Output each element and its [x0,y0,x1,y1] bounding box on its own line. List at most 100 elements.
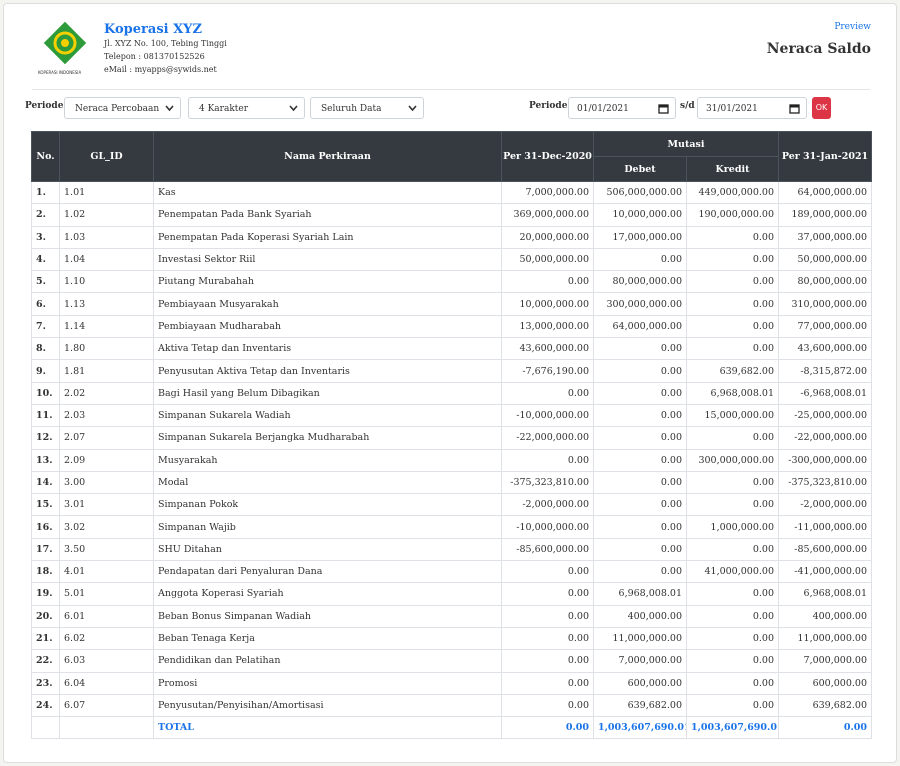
account-name: Simpanan Sukarela Wadiah [153,403,502,428]
row-no: 12. [31,426,60,450]
date-to-input[interactable]: 31/01/2021 [697,97,807,119]
credit: 0.00 [686,604,779,628]
credit: 300,000,000.00 [686,448,779,472]
total-label: TOTAL [153,716,502,740]
credit: 0.00 [686,270,779,294]
account-name: Penyusutan/Penyisihan/Amortisasi [153,693,502,718]
row-no: 5. [31,270,60,294]
gl-id: 6.01 [59,604,154,628]
table-row: 15. 3.01 Simpanan Pokok -2,000,000.00 0.00 0.… [31,493,872,517]
org-address: Jl. XYZ No. 100, Tebing Tinggi [104,39,227,48]
credit: 0.00 [686,537,779,562]
table-row: 13. 2.09 Musyarakah 0.00 0.00 300,000,000.00-… [31,448,872,472]
account-name: Simpanan Sukarela Berjangka Mudharabah [153,426,502,450]
gl-id: 1.80 [59,337,154,361]
opening-balance: 7,000,000.00 [501,180,594,205]
debit: 0.00 [593,470,687,495]
row-no: 17. [31,537,60,562]
row-no: 18. [31,560,60,584]
debit: 600,000.00 [593,671,687,695]
org-email: eMail : myapps@sywids.net [104,65,217,74]
table-row: 17. 3.50 SHU Ditahan -85,600,000.00 0.00 0.00… [31,537,872,562]
table-row: 10. 2.02 Bagi Hasil yang Belum Dibagikan 0.… [31,381,872,405]
row-no: 15. [31,493,60,517]
debit: 400,000.00 [593,604,687,628]
row-no: 24. [31,693,60,718]
col-name: Nama Perkiraan [153,131,502,182]
closing-balance: 639,682.00 [778,693,872,718]
gl-id: 1.81 [59,359,154,383]
scope-select[interactable]: Seluruh Data [310,97,424,119]
closing-balance: 50,000,000.00 [778,247,872,272]
account-name: SHU Ditahan [153,537,502,562]
account-name: Penyusutan Aktiva Tetap dan Inventaris [153,359,502,383]
row-no: 9. [31,359,60,383]
table-row: 22. 6.03 Pendidikan dan Pelatihan 0.00 7,000… [31,649,872,673]
credit: 0.00 [686,671,779,695]
account-name: Pendapatan dari Penyaluran Dana [153,560,502,584]
credit: 0.00 [686,582,779,606]
gl-id: 3.50 [59,537,154,562]
account-name: Piutang Murabahah [153,270,502,294]
gl-id: 6.07 [59,693,154,718]
col-mutation: Mutasi [593,131,779,157]
col-closing: Per 31-Jan-2021 [778,131,872,182]
table-row: 23. 6.04 Promosi 0.00 600,000.00 0.00 600,000.… [31,671,872,695]
submit-button[interactable]: OK [812,97,831,119]
date-text: 01/01/2021 [577,104,629,114]
debit: 6,968,008.01 [593,582,687,606]
level-select[interactable]: 4 Karakter [188,97,305,119]
report-title: Neraca Saldo [766,41,871,57]
account-name: Bagi Hasil yang Belum Dibagikan [153,381,502,405]
gl-id: 2.03 [59,403,154,428]
row-no: 8. [31,337,60,361]
closing-balance: 189,000,000.00 [778,203,872,227]
table-row: 21. 6.02 Beban Tenaga Kerja 0.00 11,000,000.… [31,626,872,651]
opening-balance: 13,000,000.00 [501,314,594,339]
row-no: 10. [31,381,60,405]
preview-link[interactable]: Preview [834,22,871,32]
credit: 0.00 [686,626,779,651]
debit: 0.00 [593,337,687,361]
debit: 7,000,000.00 [593,649,687,673]
table-row: 3. 1.03 Penempatan Pada Koperasi Syariah L… [31,225,872,249]
date-from-input[interactable]: 01/01/2021 [568,97,676,119]
closing-balance: -300,000,000.00 [778,448,872,472]
opening-balance: 0.00 [501,671,594,695]
closing-balance: 80,000,000.00 [778,270,872,294]
gl-id: 1.04 [59,247,154,272]
gl-id: 6.03 [59,649,154,673]
debit: 0.00 [593,403,687,428]
gl-id: 1.13 [59,292,154,316]
table-body: 1. 1.01 Kas 7,000,000.00 506,000,000.00 449,0… [31,180,872,740]
account-name: Anggota Koperasi Syariah [153,582,502,606]
closing-balance: 11,000,000.00 [778,626,872,651]
credit: 639,682.00 [686,359,779,383]
row-no: 2. [31,203,60,227]
closing-balance: -2,000,000.00 [778,493,872,517]
opening-balance: 0.00 [501,582,594,606]
gl-id: 6.02 [59,626,154,651]
closing-balance: 400,000.00 [778,604,872,628]
gl-id: 2.09 [59,448,154,472]
chevron [289,105,298,112]
row-no: 7. [31,314,60,339]
date-text: 31/01/2021 [706,104,758,114]
table-row: 1. 1.01 Kas 7,000,000.00 506,000,000.00 449,0… [31,180,872,205]
credit: 41,000,000.00 [686,560,779,584]
row-no: 22. [31,649,60,673]
credit: 0.00 [686,649,779,673]
debit: 17,000,000.00 [593,225,687,249]
table-row: 19. 5.01 Anggota Koperasi Syariah 0.00 6,968… [31,582,872,606]
opening-balance: 10,000,000.00 [501,292,594,316]
debit: 0.00 [593,537,687,562]
total-row: TOTAL 0.00 1,003,607,690.01 1,003,607,690.0… [31,716,872,740]
opening-balance: 20,000,000.00 [501,225,594,249]
table-row: 6. 1.13 Pembiayaan Musyarakah 10,000,000.00… [31,292,872,316]
report-type-select[interactable]: Neraca Percobaan [64,97,181,119]
opening-balance: 369,000,000.00 [501,203,594,227]
credit: 6,968,008.01 [686,381,779,405]
table-row: 5. 1.10 Piutang Murabahah 0.00 80,000,000.00… [31,270,872,294]
opening-balance: 0.00 [501,560,594,584]
account-name: Beban Tenaga Kerja [153,626,502,651]
